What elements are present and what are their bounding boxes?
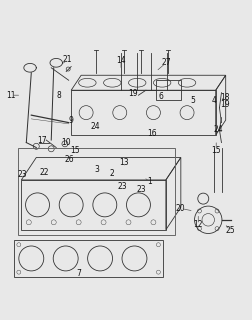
Text: 23: 23	[118, 182, 128, 191]
Text: 24: 24	[91, 122, 100, 131]
Text: 26: 26	[64, 156, 74, 164]
Text: 15: 15	[211, 146, 221, 155]
Text: 16: 16	[147, 129, 156, 138]
Text: 23: 23	[136, 185, 146, 195]
Text: 18: 18	[220, 93, 230, 102]
Text: 27: 27	[162, 58, 171, 67]
Text: 19: 19	[129, 89, 138, 98]
Text: 3: 3	[95, 165, 100, 174]
Text: 24: 24	[214, 125, 224, 134]
Text: 14: 14	[116, 56, 126, 65]
Text: 7: 7	[76, 269, 81, 278]
Text: 1: 1	[147, 177, 152, 186]
Text: 12: 12	[194, 220, 203, 229]
Text: 9: 9	[69, 116, 74, 124]
Text: 4: 4	[211, 96, 216, 105]
Text: 25: 25	[225, 226, 235, 235]
Text: 23: 23	[17, 171, 27, 180]
Text: 5: 5	[190, 96, 195, 105]
Text: 21: 21	[63, 55, 72, 64]
Text: 8: 8	[56, 91, 61, 100]
Text: 19: 19	[220, 100, 230, 109]
Text: 11: 11	[6, 91, 16, 100]
Text: 15: 15	[71, 146, 80, 155]
Text: 20: 20	[175, 204, 185, 213]
Text: 13: 13	[119, 158, 129, 167]
Text: 10: 10	[61, 138, 71, 147]
Text: 2: 2	[110, 169, 115, 178]
Text: 22: 22	[40, 168, 49, 177]
Text: 17: 17	[38, 136, 47, 145]
Text: 6: 6	[159, 92, 163, 101]
